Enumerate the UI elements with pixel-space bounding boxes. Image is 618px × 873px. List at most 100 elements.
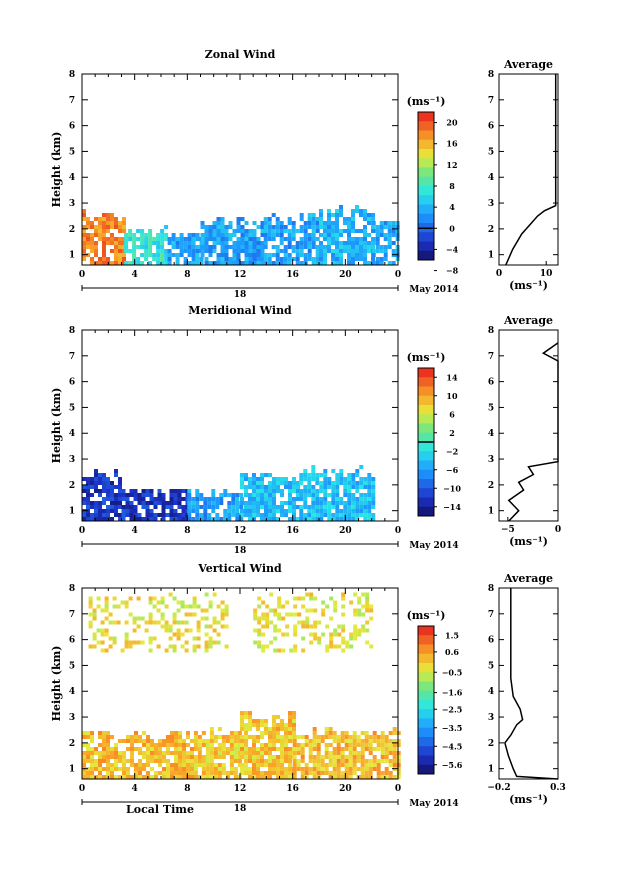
- data-cell: [86, 477, 90, 481]
- data-cell: [319, 209, 323, 213]
- data-cell: [129, 517, 134, 521]
- data-cell: [375, 229, 380, 233]
- data-cell: [90, 763, 94, 767]
- data-cell: [283, 253, 288, 257]
- data-cell: [272, 501, 276, 505]
- data-cell: [133, 509, 138, 513]
- data-cell: [252, 257, 257, 261]
- data-cell: [280, 743, 284, 747]
- data-cell: [152, 620, 157, 625]
- data-cell: [311, 497, 316, 501]
- data-cell: [311, 505, 316, 509]
- data-cell: [260, 723, 264, 727]
- data-cell: [114, 253, 118, 257]
- data-cell: [193, 731, 198, 735]
- y-tick-label: 6: [69, 122, 75, 132]
- data-cell: [152, 596, 157, 601]
- data-cell: [257, 628, 262, 633]
- data-cell: [355, 209, 359, 213]
- data-cell: [90, 775, 94, 779]
- data-cell: [148, 229, 153, 233]
- data-cell: [98, 261, 102, 265]
- data-cell: [106, 771, 110, 775]
- data-cell: [303, 221, 308, 225]
- data-cell: [323, 221, 327, 225]
- profile-x-tick-label: −0.2: [487, 783, 510, 793]
- data-cell: [100, 632, 105, 637]
- data-cell: [268, 509, 272, 513]
- data-cell: [86, 493, 90, 497]
- data-cell: [132, 257, 137, 261]
- data-cell: [136, 596, 141, 601]
- data-cell: [94, 261, 98, 265]
- data-cell: [319, 241, 323, 245]
- data-cell: [208, 253, 213, 257]
- data-cell: [359, 253, 363, 257]
- data-cell: [94, 517, 98, 521]
- data-cell: [102, 759, 106, 763]
- data-cell: [110, 517, 114, 521]
- data-cell: [188, 628, 193, 633]
- data-cell: [280, 763, 284, 767]
- data-cell: [90, 735, 94, 739]
- data-cell: [307, 509, 312, 513]
- data-cell: [339, 209, 343, 213]
- data-cell: [191, 501, 196, 505]
- x-tick-label: 0: [395, 526, 401, 536]
- data-cell: [276, 489, 280, 493]
- data-cell: [383, 237, 388, 241]
- data-cell: [114, 249, 118, 253]
- data-cell: [150, 739, 154, 743]
- data-cell: [272, 731, 276, 735]
- data-cell: [325, 644, 330, 649]
- data-cell: [301, 624, 306, 629]
- y-tick-label: 3: [69, 199, 75, 209]
- data-cell: [288, 711, 292, 715]
- data-cell: [248, 767, 252, 771]
- data-cell: [343, 509, 348, 513]
- data-cell: [307, 473, 312, 477]
- data-cell: [122, 755, 126, 759]
- data-cell: [364, 763, 369, 767]
- data-cell: [126, 739, 130, 743]
- data-cell: [120, 600, 125, 605]
- data-cell: [261, 644, 266, 649]
- data-cell: [229, 735, 234, 739]
- data-cell: [138, 775, 142, 779]
- data-cell: [355, 489, 360, 493]
- data-cell: [248, 485, 252, 489]
- data-cell: [331, 493, 336, 497]
- colorbar-tick-label: 4: [449, 202, 455, 212]
- colorbar-band: [418, 186, 434, 196]
- data-cell: [240, 481, 244, 485]
- profile-y-tick-label: 3: [488, 713, 494, 723]
- data-cell: [190, 759, 194, 763]
- data-cell: [316, 763, 321, 767]
- data-cell: [186, 743, 190, 747]
- data-cell: [308, 743, 313, 747]
- data-cell: [272, 747, 276, 751]
- colorbar-tick-label: −8: [446, 266, 459, 276]
- data-cell: [132, 261, 137, 265]
- data-cell: [392, 747, 397, 751]
- data-cell: [372, 739, 377, 743]
- data-cell: [149, 493, 154, 497]
- data-cell: [311, 473, 316, 477]
- data-cell: [144, 245, 149, 249]
- data-cell: [191, 261, 196, 265]
- data-cell: [149, 489, 154, 493]
- data-cell: [240, 501, 244, 505]
- data-cell: [231, 501, 236, 505]
- data-cell: [122, 249, 126, 253]
- data-cell: [110, 747, 114, 751]
- data-cell: [193, 775, 198, 779]
- data-cell: [248, 477, 252, 481]
- data-cell: [86, 481, 90, 485]
- colorbar-band: [418, 718, 434, 729]
- heatmap-region: [240, 711, 296, 779]
- data-cell: [236, 245, 241, 249]
- data-cell: [182, 755, 186, 759]
- data-cell: [363, 509, 368, 513]
- colorbar-band: [418, 460, 434, 471]
